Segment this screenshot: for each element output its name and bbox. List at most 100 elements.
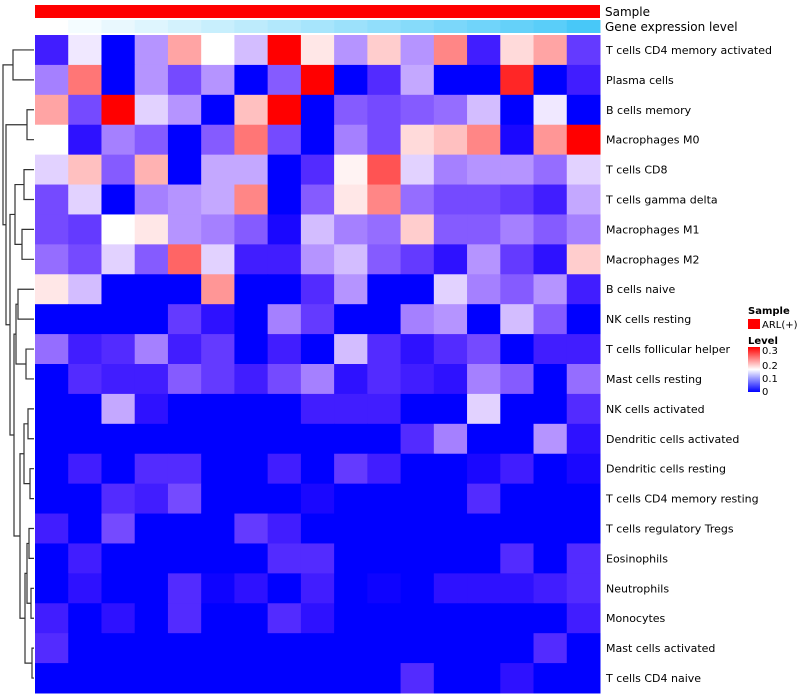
dendrogram-branch	[2, 64, 13, 226]
dendrogram-branch	[12, 49, 34, 81]
heatmap-cell	[101, 483, 136, 515]
gene-expression-annotation-cell	[467, 20, 501, 33]
gene-expression-annotation-cell	[167, 20, 202, 33]
heatmap-cell	[134, 423, 169, 455]
heatmap-cell	[167, 154, 202, 186]
heatmap-cell	[334, 453, 368, 485]
heatmap-cell	[467, 274, 501, 305]
heatmap-cell	[35, 364, 69, 395]
heatmap-cell	[566, 364, 601, 395]
heatmap-cell	[68, 364, 102, 395]
heatmap-cell	[134, 124, 169, 156]
heatmap-cell	[533, 154, 568, 186]
heatmap-cell	[533, 483, 568, 515]
heatmap-cell	[68, 154, 102, 186]
row-label: Macrophages M2	[606, 253, 699, 266]
heatmap-cell	[68, 603, 102, 634]
heatmap-cell	[467, 124, 501, 156]
dendrogram-branch	[21, 228, 34, 260]
heatmap-cell	[566, 334, 601, 365]
heatmap-cell	[267, 483, 302, 515]
heatmap-cell	[334, 304, 368, 335]
heatmap-cell	[134, 94, 169, 126]
legend-sample-entry: ARL(+)	[762, 320, 798, 331]
heatmap-cell	[234, 35, 269, 66]
dendrogram-branch	[29, 468, 34, 500]
heatmap-cell	[467, 214, 501, 245]
heatmap-cell	[533, 94, 568, 126]
dendrogram-branch	[30, 587, 34, 619]
heatmap-cell	[300, 214, 335, 245]
heatmap-cell	[68, 663, 102, 694]
heatmap-cell	[35, 483, 69, 515]
heatmap-cell	[134, 543, 169, 574]
heatmap-cell	[334, 423, 368, 455]
heatmap-cell	[433, 35, 468, 66]
heatmap-cell	[68, 573, 102, 604]
heatmap-cell	[68, 274, 102, 305]
heatmap-cell	[400, 124, 435, 156]
heatmap-cell	[101, 393, 136, 425]
heatmap-cell	[500, 603, 535, 634]
heatmap-cell	[566, 543, 601, 574]
row-label: T cells regulatory Tregs	[605, 523, 734, 536]
heatmap-cell	[267, 64, 302, 96]
heatmap-cell	[101, 663, 136, 694]
heatmap-cell	[400, 633, 435, 664]
heatmap-cell	[533, 334, 568, 365]
heatmap-cell	[300, 633, 335, 664]
heatmap-cell	[101, 154, 136, 186]
heatmap-cell	[334, 274, 368, 305]
heatmap-cell	[101, 453, 136, 485]
heatmap-cell	[234, 274, 269, 305]
heatmap-cell	[500, 543, 535, 574]
heatmap-cell	[167, 274, 202, 305]
heatmap-cell	[68, 304, 102, 335]
heatmap-cell	[234, 364, 269, 395]
heatmap-cell	[167, 603, 202, 634]
heatmap-cell	[566, 274, 601, 305]
heatmap-cell	[433, 124, 468, 156]
heatmap-cell	[35, 543, 69, 574]
heatmap-cell	[35, 513, 69, 544]
heatmap-cell	[367, 393, 402, 425]
heatmap-cell	[101, 513, 136, 544]
heatmap-cell	[234, 513, 269, 544]
heatmap-cell	[101, 334, 136, 365]
heatmap-cell	[500, 94, 535, 126]
dendrogram-branch	[28, 527, 34, 560]
heatmap-cell	[400, 603, 435, 634]
heatmap-cell	[35, 35, 69, 66]
heatmap-cell	[433, 543, 468, 574]
legend-tick: 0.1	[762, 374, 778, 385]
heatmap-cell	[367, 244, 402, 275]
heatmap-cell	[467, 35, 501, 66]
heatmap-cell	[35, 393, 69, 425]
heatmap-cell	[467, 184, 501, 215]
row-dendrogram	[2, 49, 34, 679]
heatmap-cell	[566, 154, 601, 186]
heatmap-cell	[201, 573, 235, 604]
heatmap-cell	[334, 663, 368, 694]
heatmap-cell	[533, 423, 568, 455]
heatmap-cell	[367, 483, 402, 515]
heatmap-cell	[267, 453, 302, 485]
legend-color-bar	[748, 347, 760, 392]
heatmap-cell	[300, 543, 335, 574]
heatmap-cell	[533, 393, 568, 425]
heatmap-cell	[201, 364, 235, 395]
row-label: Eosinophils	[606, 552, 668, 565]
row-label: Monocytes	[606, 612, 666, 625]
heatmap-cell	[367, 663, 402, 694]
heatmap-cell	[367, 364, 402, 395]
heatmap-cell	[134, 35, 169, 66]
heatmap-cell	[367, 573, 402, 604]
heatmap-cell	[533, 304, 568, 335]
heatmap-cell	[334, 393, 368, 425]
row-label: Mast cells resting	[606, 373, 702, 386]
heatmap-cell	[35, 633, 69, 664]
heatmap-cell	[300, 423, 335, 455]
heatmap-cell	[533, 663, 568, 694]
heatmap-cell	[167, 543, 202, 574]
heatmap-cell	[500, 154, 535, 186]
